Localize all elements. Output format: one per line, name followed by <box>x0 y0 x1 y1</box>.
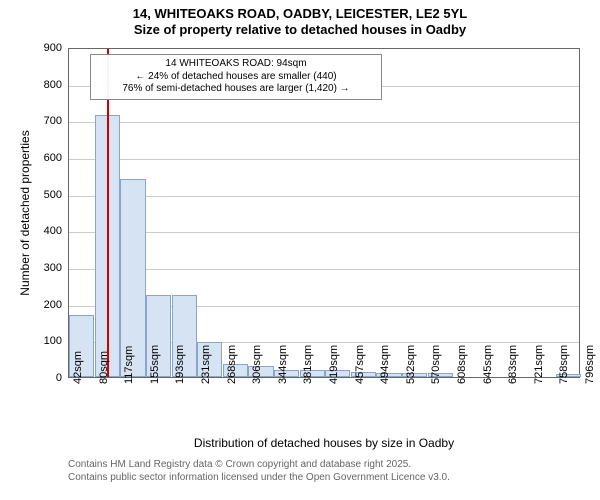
y-tick-label: 900 <box>30 42 62 54</box>
x-tick-label: 155sqm <box>149 345 161 384</box>
y-tick-label: 0 <box>30 372 62 384</box>
x-tick-label: 796sqm <box>584 345 596 384</box>
chart-title: 14, WHITEOAKS ROAD, OADBY, LEICESTER, LE… <box>0 0 600 37</box>
x-tick-label: 117sqm <box>123 346 135 384</box>
y-tick-label: 700 <box>30 115 62 127</box>
title-line1: 14, WHITEOAKS ROAD, OADBY, LEICESTER, LE… <box>0 6 600 22</box>
annotation-box: 14 WHITEOAKS ROAD: 94sqm← 24% of detache… <box>90 54 382 100</box>
chart-container: 14, WHITEOAKS ROAD, OADBY, LEICESTER, LE… <box>0 0 600 500</box>
x-tick-label: 494sqm <box>379 345 391 384</box>
y-tick-label: 200 <box>30 299 62 311</box>
y-tick-label: 600 <box>30 152 62 164</box>
annotation-line2: ← 24% of detached houses are smaller (44… <box>97 71 375 84</box>
x-tick-label: 457sqm <box>354 345 366 384</box>
x-tick-label: 306sqm <box>251 345 263 384</box>
x-tick-label: 419sqm <box>328 345 340 384</box>
x-tick-label: 268sqm <box>226 345 238 384</box>
x-tick-label: 231sqm <box>200 345 212 384</box>
gridline <box>69 159 579 160</box>
x-tick-label: 721sqm <box>533 345 545 384</box>
x-tick-label: 344sqm <box>277 345 289 384</box>
x-axis-label: Distribution of detached houses by size … <box>68 436 580 450</box>
gridline <box>69 122 579 123</box>
annotation-line1: 14 WHITEOAKS ROAD: 94sqm <box>97 58 375 71</box>
annotation-line3: 76% of semi-detached houses are larger (… <box>97 83 375 96</box>
title-line2: Size of property relative to detached ho… <box>0 22 600 38</box>
x-tick-label: 532sqm <box>405 345 417 384</box>
x-tick-label: 645sqm <box>482 345 494 384</box>
x-tick-label: 381sqm <box>302 345 314 384</box>
y-tick-label: 400 <box>30 225 62 237</box>
x-tick-label: 80sqm <box>98 351 110 384</box>
y-tick-label: 800 <box>30 79 62 91</box>
x-tick-label: 193sqm <box>174 345 186 384</box>
y-tick-label: 300 <box>30 262 62 274</box>
x-tick-label: 683sqm <box>507 345 519 384</box>
x-tick-label: 608sqm <box>456 345 468 384</box>
x-tick-label: 42sqm <box>72 351 84 384</box>
x-tick-label: 570sqm <box>430 345 442 384</box>
footer-line1: Contains HM Land Registry data © Crown c… <box>68 458 450 471</box>
y-tick-label: 100 <box>30 335 62 347</box>
footer-line2: Contains public sector information licen… <box>68 471 450 484</box>
x-tick-label: 758sqm <box>558 345 570 384</box>
footer-attribution: Contains HM Land Registry data © Crown c… <box>68 458 450 484</box>
y-tick-label: 500 <box>30 189 62 201</box>
